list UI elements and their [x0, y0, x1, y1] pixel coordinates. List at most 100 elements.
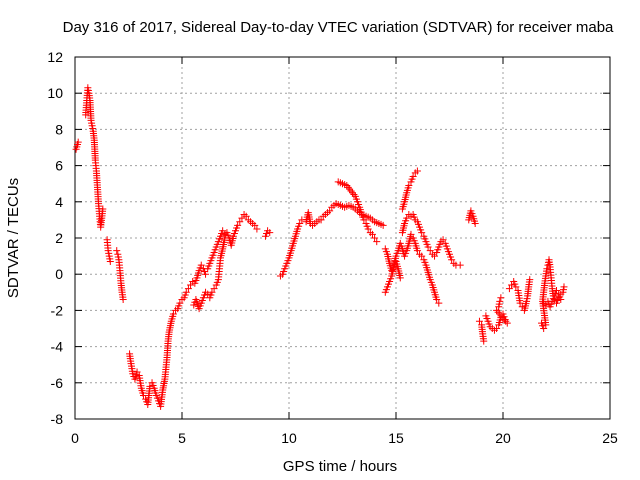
data-point	[456, 261, 464, 269]
data-point	[364, 225, 372, 233]
data-point	[543, 265, 551, 273]
data-point	[368, 230, 376, 238]
data-point	[526, 276, 534, 284]
data-point	[251, 221, 259, 229]
x-tick-label: 20	[495, 430, 511, 446]
x-tick-label: 0	[71, 430, 79, 446]
y-tick-label: 12	[47, 49, 63, 65]
data-point	[221, 230, 229, 238]
data-point	[182, 288, 190, 296]
data-point	[553, 286, 560, 294]
data-point	[418, 229, 426, 237]
data-point	[253, 225, 261, 233]
data-point	[540, 325, 548, 332]
data-point	[146, 382, 154, 390]
data-point	[346, 185, 354, 193]
data-point	[480, 337, 488, 345]
data-point	[516, 299, 524, 307]
data-point	[379, 221, 387, 229]
data-point	[236, 218, 244, 226]
y-tick-label: -6	[51, 375, 64, 391]
data-point	[493, 325, 501, 332]
data-point	[373, 238, 381, 246]
data-point	[396, 274, 404, 282]
axis-ticks	[74, 56, 611, 420]
data-point	[266, 229, 274, 237]
data-point	[326, 207, 334, 215]
data-point	[348, 189, 356, 197]
data-point	[343, 182, 351, 190]
data-point	[557, 296, 565, 304]
chart-title: Day 316 of 2017, Sidereal Day-to-day VTE…	[63, 19, 614, 36]
data-point	[119, 296, 127, 304]
data-point	[475, 317, 483, 325]
data-point	[99, 205, 107, 213]
data-point	[350, 191, 358, 199]
data-point	[497, 294, 505, 302]
y-tick-label: 6	[55, 158, 63, 174]
y-tick-label: -2	[51, 302, 64, 318]
data-point	[413, 167, 421, 175]
y-tick-label: 4	[55, 194, 63, 210]
data-point	[407, 230, 415, 238]
data-point	[433, 296, 441, 304]
y-tick-label: 10	[47, 85, 63, 101]
data-point	[424, 243, 432, 251]
y-tick-label: -8	[51, 411, 64, 427]
data-point	[106, 258, 114, 266]
data-point	[426, 247, 434, 255]
data-point	[494, 308, 502, 316]
data-point	[347, 187, 355, 195]
data-point	[508, 281, 516, 289]
x-tick-label: 25	[602, 430, 618, 446]
data-point	[413, 247, 421, 255]
y-tick-labels: -8 -6 -4 -2 0 2 4 6 8 10 12	[47, 49, 63, 427]
data-point	[431, 252, 439, 260]
data-point	[503, 319, 511, 327]
data-point	[169, 310, 177, 318]
data-point	[496, 297, 504, 305]
grid	[75, 57, 610, 419]
x-tick-label: 10	[281, 430, 297, 446]
x-tick-labels: 0 5 10 15 20 25	[71, 430, 618, 446]
data-point	[499, 314, 507, 322]
y-tick-label: -4	[51, 339, 64, 355]
data-point	[409, 172, 417, 180]
data-point	[317, 216, 325, 224]
x-tick-label: 5	[178, 430, 186, 446]
data-point	[405, 182, 413, 190]
data-point	[74, 138, 82, 146]
data-point	[184, 285, 192, 293]
data-point	[560, 283, 568, 291]
data-point	[403, 214, 411, 222]
x-axis-label: GPS time / hours	[283, 458, 397, 475]
data-point	[500, 315, 508, 323]
data-point	[204, 290, 212, 298]
data-point	[113, 247, 121, 255]
data-point	[219, 227, 227, 235]
y-axis-label: SDTVAR / TECUs	[5, 178, 22, 298]
data-point	[234, 221, 242, 229]
data-point	[497, 312, 505, 320]
data-point	[542, 301, 550, 309]
data-point	[210, 285, 218, 293]
data-point	[202, 270, 210, 278]
data-point	[197, 261, 205, 269]
data-point	[360, 216, 368, 224]
data-point	[418, 252, 426, 260]
data-point	[493, 306, 501, 314]
data-point	[512, 283, 520, 291]
data-point	[187, 281, 195, 289]
data-point	[208, 288, 216, 296]
data-point	[439, 236, 447, 244]
data-points	[72, 84, 568, 410]
data-point	[496, 310, 504, 318]
data-point	[448, 256, 456, 264]
data-point	[371, 234, 379, 242]
data-point	[133, 368, 141, 376]
data-point	[502, 317, 510, 325]
y-tick-label: 2	[55, 230, 63, 246]
data-point	[296, 220, 304, 228]
data-point	[471, 220, 479, 228]
